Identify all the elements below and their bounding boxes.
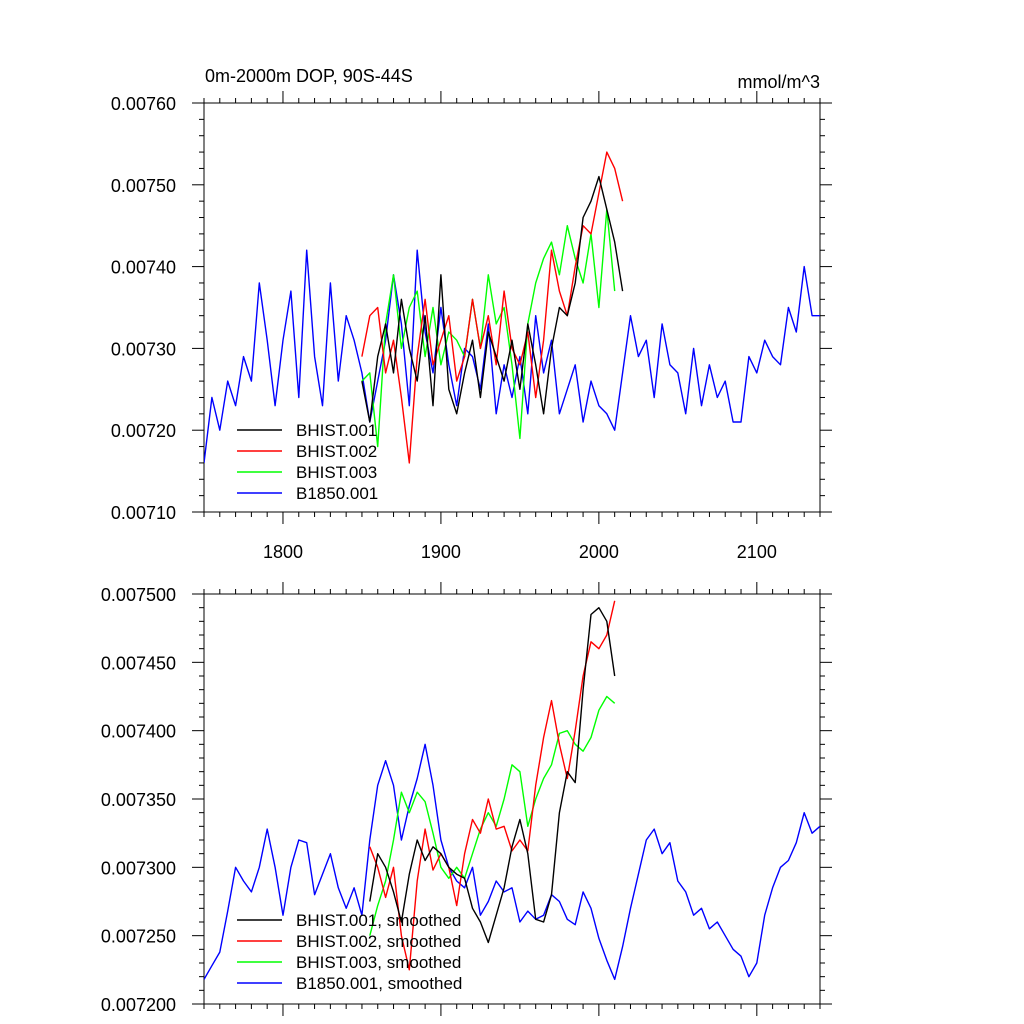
- legend-label: BHIST.002, smoothed: [296, 932, 461, 951]
- series-line-bhist-002-smoothed: [369, 600, 616, 971]
- y-tick-label: 0.007350: [101, 790, 176, 810]
- y-tick-label: 0.00740: [111, 258, 176, 278]
- plot-frame-1: [203, 102, 821, 513]
- y-tick-label: 0.007250: [101, 927, 176, 947]
- y-tick-label: 0.007400: [101, 722, 176, 742]
- y-tick-label: 0.007450: [101, 653, 176, 673]
- y-tick-label: 0.00710: [111, 503, 176, 523]
- x-tick-label: 2000: [579, 542, 619, 562]
- legend-label: BHIST.003, smoothed: [296, 953, 461, 972]
- y-tick-label: 0.007300: [101, 858, 176, 878]
- y-tick-label: 0.007500: [101, 585, 176, 605]
- legend-label: BHIST.002: [296, 442, 377, 461]
- y-tick-label: 0.007200: [101, 995, 176, 1015]
- legend-label: BHIST.001: [296, 421, 377, 440]
- series-line-b1850-001: [204, 249, 820, 463]
- x-tick-label: 1900: [421, 542, 461, 562]
- series-line-b1850-001-smoothed: [204, 743, 820, 981]
- legend-label: BHIST.001, smoothed: [296, 911, 461, 930]
- chart-title: 0m-2000m DOP, 90S-44S: [205, 66, 413, 86]
- legend-label: B1850.001: [296, 484, 378, 503]
- y-tick-label: 0.00750: [111, 176, 176, 196]
- y-tick-label: 0.00760: [111, 94, 176, 114]
- units-label: mmol/m^3: [738, 72, 820, 92]
- series-line-bhist-003: [361, 208, 616, 448]
- y-tick-label: 0.00730: [111, 339, 176, 359]
- x-tick-label: 1800: [263, 542, 303, 562]
- series-line-bhist-001-smoothed: [369, 607, 616, 944]
- legend-label: BHIST.003: [296, 463, 377, 482]
- y-tick-label: 0.00720: [111, 421, 176, 441]
- series-line-bhist-001: [361, 175, 624, 423]
- legend-label: B1850.001, smoothed: [296, 974, 462, 993]
- x-tick-label: 2100: [737, 542, 777, 562]
